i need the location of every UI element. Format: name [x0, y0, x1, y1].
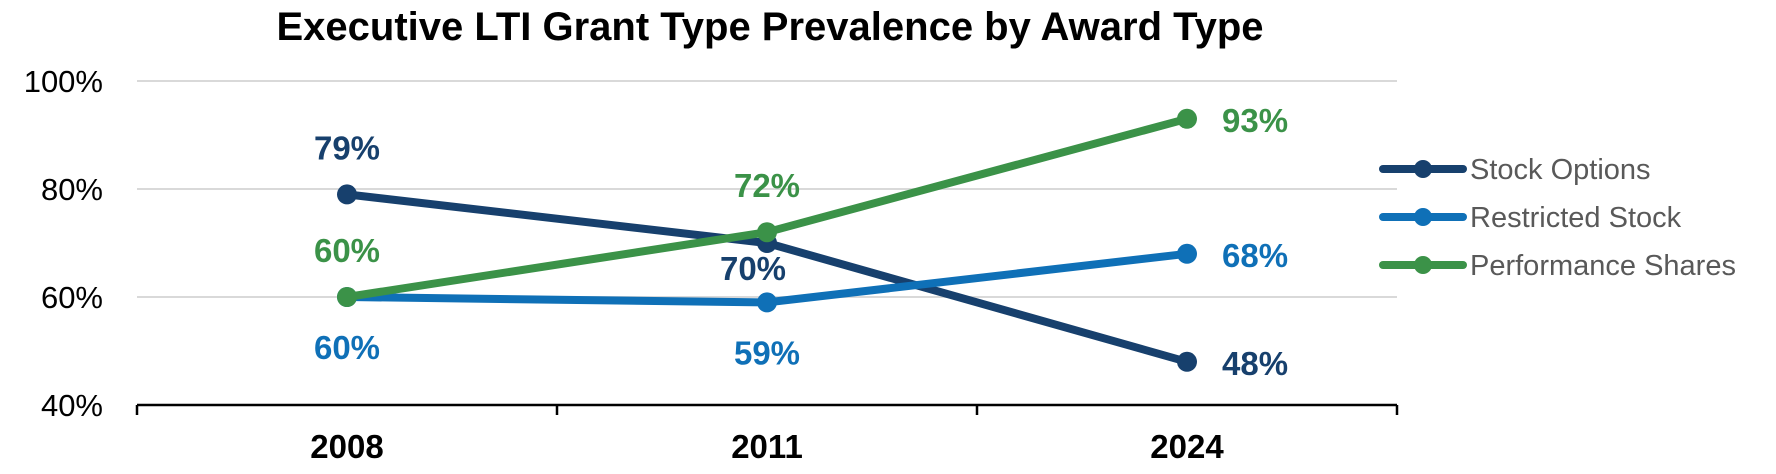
legend-swatch-marker	[1414, 160, 1432, 178]
data-label: 60%	[314, 329, 380, 366]
data-label: 70%	[720, 250, 786, 287]
legend: Stock Options Restricted Stock Performance…	[1379, 154, 1736, 282]
data-label: 59%	[734, 334, 800, 371]
legend-label: Performance Shares	[1470, 250, 1736, 282]
data-point	[337, 287, 357, 307]
data-point	[1177, 108, 1197, 129]
series-performance-shares	[337, 108, 1197, 307]
legend-label: Stock Options	[1470, 154, 1651, 186]
data-point	[757, 292, 777, 313]
data-labels: 79% 70% 48% 60% 59% 68% 60% 72% 93%	[314, 102, 1288, 382]
y-tick-label: 100%	[24, 64, 103, 99]
chart-title: Executive LTI Grant Type Prevalence by A…	[276, 5, 1263, 49]
y-axis: 40% 60% 80% 100%	[24, 64, 103, 423]
y-tick-label: 60%	[41, 280, 103, 315]
x-tick-label: 2008	[310, 428, 383, 465]
legend-item: Restricted Stock	[1379, 202, 1682, 234]
data-label: 68%	[1222, 237, 1288, 274]
legend-swatch-marker	[1414, 256, 1432, 274]
data-label: 93%	[1222, 102, 1288, 139]
data-label: 79%	[314, 129, 380, 166]
series-lines	[337, 108, 1197, 372]
legend-label: Restricted Stock	[1470, 202, 1682, 234]
data-point	[1177, 351, 1197, 372]
y-tick-label: 80%	[41, 172, 103, 207]
x-tick-label: 2011	[731, 428, 803, 465]
legend-item: Performance Shares	[1379, 250, 1736, 282]
data-point	[1177, 243, 1197, 264]
x-tick-label: 2024	[1150, 428, 1224, 465]
data-label: 60%	[314, 232, 380, 269]
legend-item: Stock Options	[1379, 154, 1651, 186]
data-label: 48%	[1222, 345, 1288, 382]
data-point	[337, 184, 357, 205]
y-tick-label: 40%	[41, 388, 103, 423]
x-axis	[135, 403, 1399, 415]
data-point	[757, 222, 777, 243]
x-tick-labels: 2008 2011 2024	[310, 428, 1224, 465]
data-label: 72%	[734, 167, 800, 204]
legend-swatch-marker	[1414, 208, 1432, 226]
